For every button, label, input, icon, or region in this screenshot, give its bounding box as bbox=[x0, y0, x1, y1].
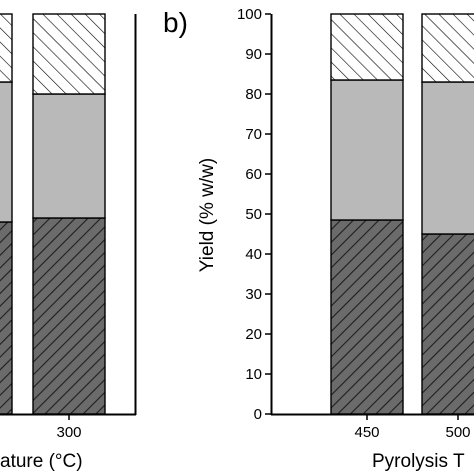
panel-b-y-tick-label: 50 bbox=[245, 206, 262, 223]
panel-b-x-ticks: 450 500 bbox=[354, 414, 471, 441]
panel-a-bar-0-liquid-segment bbox=[0, 81, 13, 223]
panel-b: b) Yield (% w/w) 0102030405060708090100 … bbox=[163, 6, 474, 472]
panel-b-y-tick-label: 10 bbox=[245, 366, 262, 383]
panel-b-y-axis-title: Yield (% w/w) bbox=[197, 158, 218, 272]
panel-b-y-ticks: 0 10 20 30 40 50 60 70 80 90 100 bbox=[237, 6, 271, 423]
panel-a-bar-1-liquid-segment bbox=[32, 93, 106, 219]
panel-b-y-tick-label: 90 bbox=[245, 46, 262, 63]
panel-b-y-tick-label: 40 bbox=[245, 246, 262, 263]
panel-b-x-tick-label: 500 bbox=[445, 424, 470, 441]
panel-a-bar-1-gas-segment bbox=[32, 13, 106, 95]
panel-a-x-ticks: 300 bbox=[56, 414, 82, 441]
panel-b-y-tick-label: 0 bbox=[254, 406, 262, 423]
panel-b-y-tick-label: 30 bbox=[245, 286, 262, 303]
panel-b-bar-0-char-segment bbox=[330, 219, 404, 415]
panel-b-x-axis-title: Pyrolysis T bbox=[372, 451, 465, 472]
panel-b-bars bbox=[330, 13, 474, 415]
panel-a: 300 ature (°C) bbox=[0, 13, 137, 472]
panel-b-label: b) bbox=[163, 7, 188, 38]
panel-b-y-tick-label: 20 bbox=[245, 326, 262, 343]
panel-a-bar-0-gas-segment bbox=[0, 13, 13, 83]
panel-a-bars bbox=[0, 13, 106, 415]
panel-a-x-axis-title: ature (°C) bbox=[0, 451, 83, 472]
panel-b-x-tick-label: 450 bbox=[354, 424, 379, 441]
panel-a-bar-0-char-segment bbox=[0, 221, 13, 415]
panel-b-bar-1-liquid-segment bbox=[421, 81, 474, 235]
panel-b-bar-0-gas-segment bbox=[330, 13, 404, 81]
panel-b-y-tick-label: 60 bbox=[245, 166, 262, 183]
panel-a-bar-1-char-segment bbox=[32, 217, 106, 415]
panel-b-y-tick-label: 80 bbox=[245, 86, 262, 103]
panel-b-bar-0-liquid-segment bbox=[330, 79, 404, 221]
panel-b-bar-1-char-segment bbox=[421, 233, 474, 415]
panel-b-bar-1-gas-segment bbox=[421, 13, 474, 83]
panel-a-x-tick-label: 300 bbox=[56, 424, 81, 441]
panel-b-y-tick-label: 100 bbox=[237, 6, 262, 23]
panel-b-y-tick-label: 70 bbox=[245, 126, 262, 143]
